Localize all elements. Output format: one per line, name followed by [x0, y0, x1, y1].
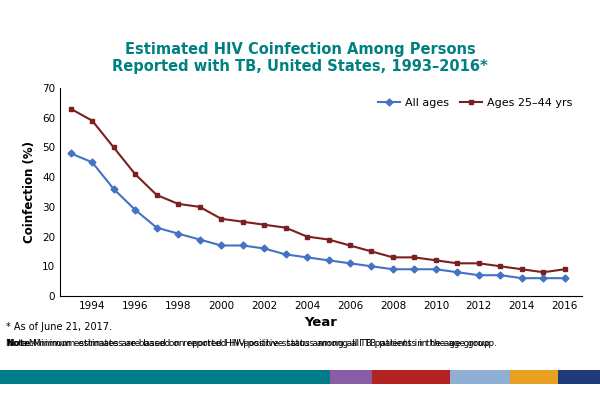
Ages 25–44 yrs	[175, 202, 182, 206]
All ages	[561, 276, 568, 280]
Text: Estimated HIV Coinfection Among Persons
Reported with TB, United States, 1993–20: Estimated HIV Coinfection Among Persons …	[112, 42, 488, 74]
Ages 25–44 yrs	[239, 219, 246, 224]
Text: * As of June 21, 2017.: * As of June 21, 2017.	[6, 322, 112, 332]
All ages	[518, 276, 526, 280]
Bar	[450, 370, 510, 384]
All ages	[239, 243, 246, 248]
All ages	[196, 237, 203, 242]
Legend: All ages, Ages 25–44 yrs: All ages, Ages 25–44 yrs	[374, 94, 577, 112]
All ages	[175, 231, 182, 236]
Ages 25–44 yrs	[368, 249, 375, 254]
Y-axis label: Coinfection (%): Coinfection (%)	[23, 141, 37, 243]
Ages 25–44 yrs	[389, 255, 397, 260]
Ages 25–44 yrs	[346, 243, 353, 248]
Ages 25–44 yrs	[475, 261, 482, 266]
Ages 25–44 yrs	[411, 255, 418, 260]
All ages	[411, 267, 418, 272]
Ages 25–44 yrs	[325, 237, 332, 242]
Ages 25–44 yrs	[131, 172, 139, 176]
Text: Note: Minimum estimates are based on reported HIV-positive status among all TB p: Note: Minimum estimates are based on rep…	[6, 339, 497, 348]
All ages	[325, 258, 332, 263]
Text: Minimum estimates are based on reported HIV-positive status among all TB patient: Minimum estimates are based on reported …	[26, 339, 493, 348]
All ages	[110, 187, 118, 192]
All ages	[260, 246, 268, 251]
Ages 25–44 yrs	[540, 270, 547, 275]
All ages	[497, 273, 504, 278]
Ages 25–44 yrs	[454, 261, 461, 266]
All ages	[304, 255, 311, 260]
X-axis label: Year: Year	[305, 316, 337, 330]
Ages 25–44 yrs	[196, 204, 203, 209]
All ages	[218, 243, 225, 248]
Ages 25–44 yrs	[282, 225, 289, 230]
All ages	[153, 225, 160, 230]
Ages 25–44 yrs	[304, 234, 311, 239]
All ages	[475, 273, 482, 278]
All ages	[89, 160, 96, 165]
Bar	[558, 370, 600, 384]
Ages 25–44 yrs	[260, 222, 268, 227]
All ages	[131, 208, 139, 212]
Text: Note:: Note:	[6, 339, 34, 348]
Ages 25–44 yrs	[433, 258, 440, 263]
Ages 25–44 yrs	[561, 267, 568, 272]
Ages 25–44 yrs	[89, 118, 96, 123]
Ages 25–44 yrs	[518, 267, 526, 272]
Ages 25–44 yrs	[110, 145, 118, 150]
Ages 25–44 yrs	[497, 264, 504, 269]
Line: Ages 25–44 yrs: Ages 25–44 yrs	[68, 106, 567, 275]
All ages	[454, 270, 461, 275]
Bar	[510, 370, 558, 384]
All ages	[67, 151, 74, 156]
All ages	[346, 261, 353, 266]
All ages	[389, 267, 397, 272]
Bar	[0, 370, 330, 384]
Line: All ages: All ages	[68, 151, 567, 281]
Ages 25–44 yrs	[153, 192, 160, 197]
All ages	[368, 264, 375, 269]
Ages 25–44 yrs	[67, 106, 74, 111]
All ages	[282, 252, 289, 257]
Bar	[372, 370, 450, 384]
All ages	[433, 267, 440, 272]
All ages	[540, 276, 547, 280]
Ages 25–44 yrs	[218, 216, 225, 221]
Bar	[330, 370, 372, 384]
